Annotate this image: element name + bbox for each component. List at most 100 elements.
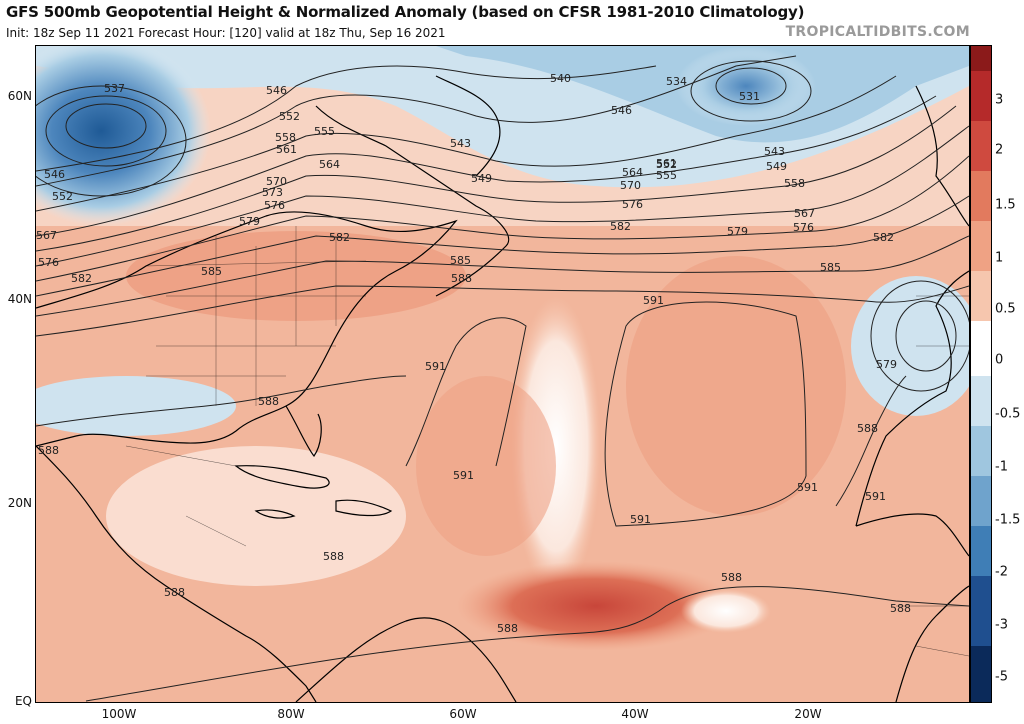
contour-label: 564 bbox=[319, 158, 340, 171]
colorbar-tick: 3 bbox=[995, 92, 1004, 108]
colorbar-segment bbox=[971, 171, 991, 221]
lon-label-20w: 20W bbox=[794, 707, 822, 721]
contour-label: 537 bbox=[104, 82, 125, 95]
anomaly-warm-west-atlantic bbox=[416, 376, 556, 556]
contour-label: 576 bbox=[264, 199, 285, 212]
contour-label: 591 bbox=[630, 513, 651, 526]
colorbar-tick: 1 bbox=[995, 250, 1004, 266]
colorbar-segment bbox=[971, 526, 991, 576]
anomaly-low-north bbox=[676, 46, 816, 126]
contour-label: 582 bbox=[873, 231, 894, 244]
contour-label: 573 bbox=[262, 186, 283, 199]
contour-label: 540 bbox=[550, 72, 571, 85]
lon-label-100w: 100W bbox=[101, 707, 137, 721]
contour-label: 591 bbox=[425, 360, 446, 373]
colorbar-segment bbox=[971, 376, 991, 426]
contour-label: 552 bbox=[279, 110, 300, 123]
contour-label: 546 bbox=[266, 84, 287, 97]
contour-label: 570 bbox=[620, 179, 641, 192]
anomaly-map[interactable]: 537 540 534 531 546 552 555 558 561 564 … bbox=[35, 45, 970, 703]
colorbar-segment bbox=[971, 221, 991, 271]
coastlines bbox=[36, 75, 969, 702]
contour-label: 561 bbox=[656, 157, 677, 170]
anomaly-warm-east-atlantic bbox=[626, 256, 846, 516]
chart-title: GFS 500mb Geopotential Height & Normaliz… bbox=[6, 3, 805, 21]
contour-label: 588 bbox=[38, 444, 59, 457]
contour-label: 555 bbox=[314, 125, 335, 138]
contour-label: 534 bbox=[666, 75, 687, 88]
contour-label: 579 bbox=[876, 358, 897, 371]
colorbar-tick: -0.5 bbox=[995, 406, 1021, 422]
contour-label: 531 bbox=[739, 90, 760, 103]
lat-label-eq: EQ bbox=[14, 694, 32, 708]
colorbar-tick: -2 bbox=[995, 564, 1008, 580]
contour-label: 567 bbox=[794, 207, 815, 220]
anomaly-neutral-spot bbox=[681, 589, 771, 633]
contour-label: 561 bbox=[276, 143, 297, 156]
contour-label: 582 bbox=[610, 220, 631, 233]
contour-label: 546 bbox=[44, 168, 65, 181]
lon-label-40w: 40W bbox=[621, 707, 649, 721]
lat-label-60n: 60N bbox=[7, 89, 32, 103]
contour-label: 588 bbox=[497, 622, 518, 635]
contour-label: 552 bbox=[52, 190, 73, 203]
lon-label-60w: 60W bbox=[449, 707, 477, 721]
contour-label: 549 bbox=[471, 172, 492, 185]
height-contours bbox=[36, 55, 969, 702]
contour-label: 552 bbox=[656, 158, 677, 171]
colorbar-tick: -3 bbox=[995, 617, 1008, 633]
contour-label: 588 bbox=[258, 395, 279, 408]
anomaly-hot-tropics bbox=[456, 561, 736, 651]
contour-label: 588 bbox=[721, 571, 742, 584]
colorbar-tick: 0 bbox=[995, 352, 1004, 368]
contour-label: 579 bbox=[727, 225, 748, 238]
colorbar-tick: -1.5 bbox=[995, 512, 1021, 528]
contour-label: 558 bbox=[784, 177, 805, 190]
contour-label: 588 bbox=[890, 602, 911, 615]
anomaly-negative-southwest bbox=[36, 376, 236, 436]
brand-watermark: TROPICALTIDBITS.COM bbox=[785, 24, 970, 40]
colorbar-segment bbox=[971, 71, 991, 121]
colorbar-segment bbox=[971, 121, 991, 171]
contour-label: 576 bbox=[622, 198, 643, 211]
colorbar-segment bbox=[971, 271, 991, 321]
contour-label: 567 bbox=[36, 229, 57, 242]
colorbar-tick: -5 bbox=[995, 669, 1008, 685]
contour-label: 585 bbox=[820, 261, 841, 274]
anomaly-low-iberia bbox=[851, 276, 969, 416]
map-canvas: 537 540 534 531 546 552 555 558 561 564 … bbox=[36, 46, 969, 702]
contour-label: 549 bbox=[766, 160, 787, 173]
contour-label: 585 bbox=[201, 265, 222, 278]
contour-label: 543 bbox=[450, 137, 471, 150]
contour-label: 570 bbox=[266, 175, 287, 188]
contour-label: 582 bbox=[71, 272, 92, 285]
colorbar-segment bbox=[971, 476, 991, 526]
contour-label: 555 bbox=[656, 169, 677, 182]
colorbar-segment bbox=[971, 646, 991, 702]
colorbar-tick: 1.5 bbox=[995, 197, 1016, 213]
contour-label: 588 bbox=[451, 272, 472, 285]
contour-label: 585 bbox=[450, 254, 471, 267]
colorbar-segment bbox=[971, 426, 991, 476]
colorbar-tick: 0.5 bbox=[995, 301, 1016, 317]
contour-label: 591 bbox=[643, 294, 664, 307]
contour-label: 588 bbox=[323, 550, 344, 563]
contour-labels: 537 540 534 531 546 552 555 558 561 564 … bbox=[36, 72, 911, 635]
colorbar-segment bbox=[971, 46, 991, 71]
contour-label: 588 bbox=[164, 586, 185, 599]
colorbar-segment bbox=[971, 321, 991, 376]
colorbar-tick: 2 bbox=[995, 142, 1004, 158]
chart-subtitle: Init: 18z Sep 11 2021 Forecast Hour: [12… bbox=[6, 26, 446, 40]
contour-label: 591 bbox=[865, 490, 886, 503]
colorbar bbox=[970, 45, 992, 703]
contour-label: 588 bbox=[857, 422, 878, 435]
contour-label: 591 bbox=[453, 469, 474, 482]
colorbar-segment bbox=[971, 576, 991, 646]
colorbar-tick: -1 bbox=[995, 459, 1008, 475]
lat-label-20n: 20N bbox=[7, 496, 32, 510]
contour-label: 546 bbox=[611, 104, 632, 117]
contour-label: 558 bbox=[275, 131, 296, 144]
contour-label: 564 bbox=[622, 166, 643, 179]
contour-label: 576 bbox=[793, 221, 814, 234]
contour-label: 579 bbox=[239, 215, 260, 228]
